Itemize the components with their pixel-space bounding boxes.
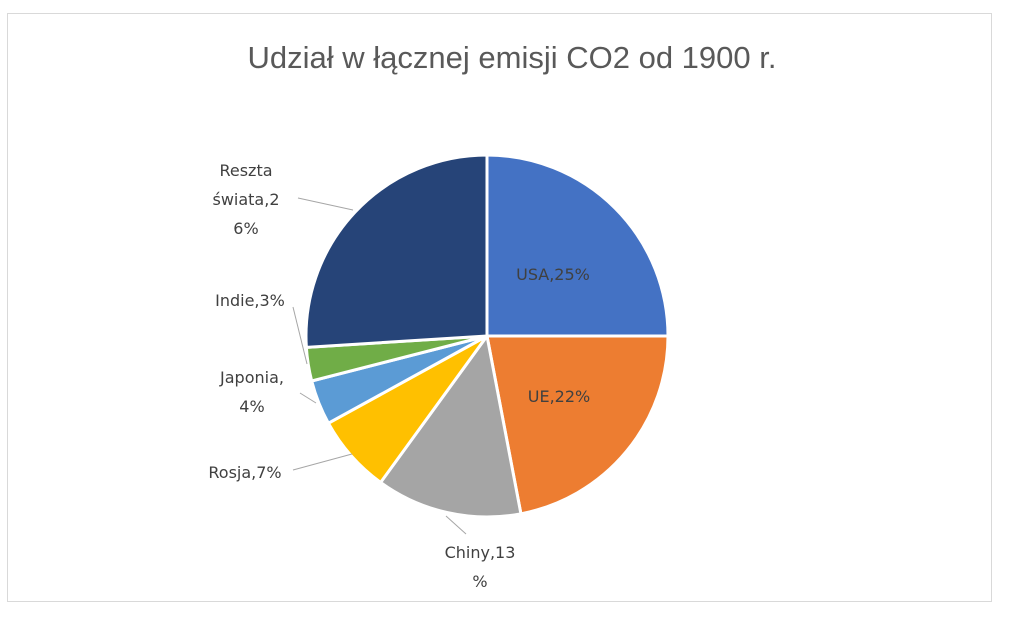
- chart-title: Udział w łącznej emisji CO2 od 1900 r.: [247, 40, 777, 75]
- pie-slice-chiny: [379, 334, 523, 519]
- data-label-line: 4%: [239, 397, 264, 416]
- pie-slice-reszta-świata: [304, 153, 489, 349]
- data-label-line: świata,2: [212, 190, 279, 209]
- data-label-reszta-świata: Reszta świata,2 6%: [212, 161, 279, 238]
- data-label-usa: USA,25%: [516, 265, 590, 284]
- leader-line-japonia: [299, 392, 317, 404]
- data-label-line: Japonia,: [219, 368, 284, 387]
- data-label-chiny: Chiny,13%: [445, 543, 516, 591]
- data-label-line: UE,22%: [528, 387, 590, 406]
- pie-slices: [304, 153, 670, 519]
- data-label-line: USA,25%: [516, 265, 590, 284]
- data-labels: USA,25% UE,22% Chiny,13 % Rosja,7% Japonia, 4%…: [208, 161, 590, 591]
- data-label-line: Indie,3%: [215, 291, 285, 310]
- leader-line-reszta-świata: [297, 197, 354, 211]
- leader-lines: [292, 197, 467, 535]
- data-label-japonia: Japonia, 4%: [219, 368, 284, 416]
- data-label-rosja: Rosja,7%: [208, 463, 281, 482]
- data-label-line: Reszta: [219, 161, 272, 180]
- leader-line-chiny: [445, 515, 467, 535]
- pie-slice-usa: [485, 153, 670, 338]
- pie-slice-ue: [485, 334, 670, 516]
- data-label-line: Chiny,13: [445, 543, 516, 562]
- data-label-indie: Indie,3%: [215, 291, 285, 310]
- leader-line-rosja: [292, 453, 353, 471]
- data-label-line: Rosja,7%: [208, 463, 281, 482]
- data-label-line: 6%: [233, 219, 258, 238]
- leader-line-indie: [292, 306, 308, 365]
- data-label-line: %: [472, 572, 487, 591]
- data-label-ue: UE,22%: [528, 387, 590, 406]
